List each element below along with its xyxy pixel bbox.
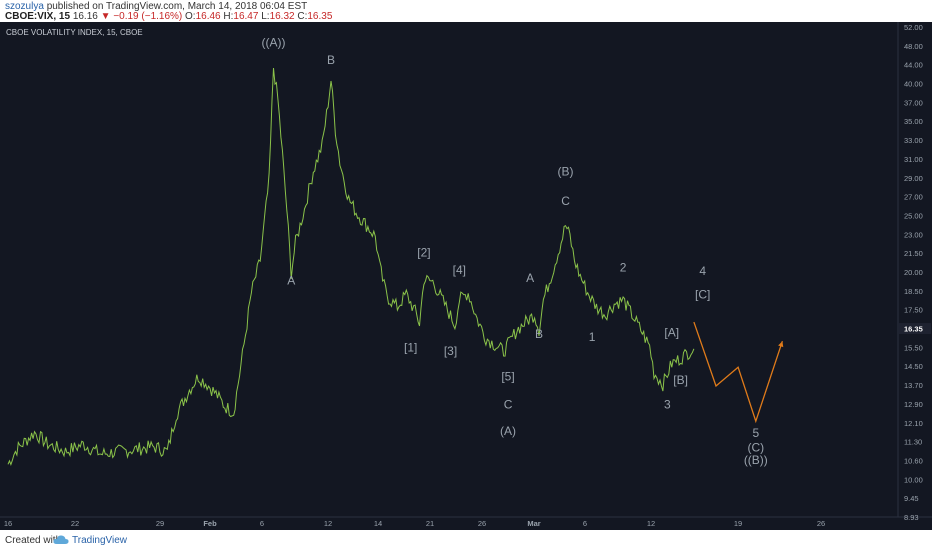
wave-label: [2]: [417, 245, 430, 259]
price-change: −0.19 (−1.16%): [113, 11, 183, 22]
wave-label: (B): [558, 164, 574, 178]
y-tick-label: 44.00: [904, 61, 923, 70]
y-tick-label: 18.50: [904, 287, 923, 296]
chart-title: CBOE VOLATILITY INDEX, 15, CBOE: [6, 28, 143, 37]
x-tick-label: 14: [374, 519, 382, 528]
x-tick-label: 6: [583, 519, 587, 528]
y-tick-label: 31.00: [904, 155, 923, 164]
wave-label: ((B)): [744, 453, 768, 467]
x-tick-label: Feb: [203, 519, 217, 528]
y-tick-label: 10.60: [904, 456, 923, 465]
wave-label: [3]: [444, 344, 457, 358]
y-tick-label: 11.30: [904, 438, 922, 447]
wave-label: B: [535, 327, 543, 341]
created-with-text: Created with: [5, 535, 62, 546]
x-tick-label: 21: [426, 519, 434, 528]
ohlc-line: CBOE:VIX, 15 16.16 ▼ −0.19 (−1.16%) O:16…: [5, 11, 332, 22]
footer: Created with TradingView: [0, 530, 932, 550]
y-tick-label: 40.00: [904, 80, 923, 89]
tradingview-brand-link[interactable]: TradingView: [72, 535, 128, 546]
wave-label: [A]: [664, 325, 679, 339]
y-tick-label: 14.50: [904, 362, 923, 371]
x-tick-label: 26: [817, 519, 825, 528]
open-value: 16.46: [195, 11, 221, 22]
symbol-label: CBOE:VIX, 15: [5, 11, 71, 22]
chart-background: [0, 22, 932, 530]
price-series-line: [7, 67, 695, 466]
x-tick-label: 19: [734, 519, 742, 528]
tradingview-cloud-icon: [53, 535, 69, 544]
wave-label: C: [561, 194, 570, 208]
wave-label: 4: [699, 264, 706, 278]
price-chart-svg[interactable]: CBOE VOLATILITY INDEX, 15, CBOE 52.00 48.0…: [0, 22, 932, 530]
x-tick-label: 6: [260, 519, 264, 528]
wave-label: [4]: [453, 263, 466, 277]
projection-path: [693, 321, 784, 424]
wave-label: 2: [620, 260, 627, 274]
high-label: H:: [223, 11, 234, 22]
wave-label: A: [526, 271, 534, 285]
y-tick-label: 33.00: [904, 136, 923, 145]
y-tick-label: 8.93: [904, 513, 919, 522]
y-tick-label: 48.00: [904, 42, 923, 51]
x-tick-label: 22: [71, 519, 79, 528]
low-label: L:: [261, 11, 270, 22]
wave-label: ((A)): [262, 35, 286, 49]
down-arrow-icon: ▼: [100, 11, 111, 22]
published-text: published on TradingView.com, March 14, …: [46, 1, 308, 12]
x-tick-label: 16: [4, 519, 12, 528]
wave-label: C: [504, 397, 513, 411]
high-value: 16.47: [233, 11, 259, 22]
wave-label: A: [287, 274, 295, 288]
y-tick-label: 25.00: [904, 211, 923, 220]
wave-label: [B]: [673, 373, 688, 387]
close-label: C:: [297, 11, 308, 22]
y-tick-label: 12.90: [904, 400, 923, 409]
close-value: 16.35: [307, 11, 333, 22]
projection-arrow-head: [778, 341, 784, 348]
open-label: O:: [185, 11, 196, 22]
y-tick-label: 52.00: [904, 23, 923, 32]
y-tick-label: 35.00: [904, 117, 923, 126]
wave-label: B: [327, 53, 335, 67]
wave-label: [1]: [404, 340, 417, 354]
y-tick-label: 37.00: [904, 98, 923, 107]
wave-label: [C]: [695, 287, 710, 301]
x-tick-label: Mar: [527, 519, 540, 528]
y-tick-label: 17.50: [904, 306, 923, 315]
y-tick-label: 10.00: [904, 475, 923, 484]
wave-label: 1: [589, 330, 596, 344]
x-tick-label: 12: [647, 519, 655, 528]
last-price: 16.16: [72, 11, 98, 22]
y-tick-label: 27.00: [904, 193, 923, 202]
low-value: 16.32: [269, 11, 295, 22]
y-tick-label: 13.70: [904, 381, 923, 390]
wave-label: [5]: [501, 369, 514, 383]
x-tick-label: 12: [324, 519, 332, 528]
y-tick-label: 15.50: [904, 343, 923, 352]
x-tick-label: 29: [156, 519, 164, 528]
author-link[interactable]: szozulya: [5, 1, 44, 12]
chart-header: szozulya published on TradingView.com, M…: [0, 0, 932, 22]
y-tick-label: 21.50: [904, 249, 923, 258]
y-tick-label: 16.35: [904, 325, 923, 334]
y-tick-label: 12.10: [904, 419, 923, 428]
last-price-tag: [899, 323, 931, 335]
y-tick-label: 20.00: [904, 268, 923, 277]
y-tick-label: 29.00: [904, 174, 923, 183]
y-tick-label: 23.00: [904, 230, 923, 239]
wave-label: (C): [747, 441, 764, 455]
wave-label: 5: [752, 426, 759, 440]
chart-area[interactable]: CBOE VOLATILITY INDEX, 15, CBOE 52.00 48.0…: [0, 22, 932, 530]
publish-line: szozulya published on TradingView.com, M…: [5, 1, 307, 12]
y-tick-label: 9.45: [904, 494, 919, 503]
x-tick-label: 26: [478, 519, 486, 528]
wave-label: 3: [664, 397, 671, 411]
wave-label: (A): [500, 424, 516, 438]
